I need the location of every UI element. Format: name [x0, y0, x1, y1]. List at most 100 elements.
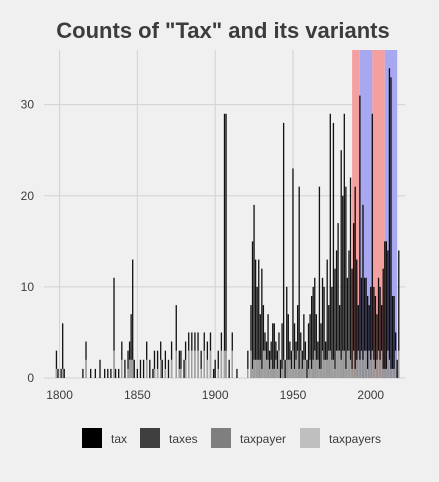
bar-segment-taxpayers — [379, 359, 381, 378]
legend-label-taxes: taxes — [169, 432, 198, 446]
bar-segment-taxpayers — [264, 350, 266, 378]
bar-segment-taxpayers — [301, 368, 303, 378]
bars-layer — [55, 68, 400, 379]
bar — [391, 296, 394, 378]
bar — [236, 368, 238, 378]
bar — [250, 305, 252, 378]
bar-segment-taxpayers — [254, 359, 257, 378]
bar — [312, 286, 314, 378]
bar-segment-taxpayers — [351, 368, 353, 378]
bar-segment-taxpayers — [55, 368, 58, 378]
bar — [310, 296, 313, 378]
bar — [161, 359, 163, 378]
bar — [303, 314, 305, 378]
bar-segment-taxpayers — [128, 359, 131, 378]
bar — [390, 77, 392, 378]
legend-label-taxpayers: taxpayers — [329, 432, 381, 446]
bar-segment-taxpayers — [292, 350, 294, 378]
bar-segment-taxpayers — [398, 350, 400, 378]
bar — [258, 259, 260, 378]
bar-segment-taxpayers — [370, 359, 372, 378]
bar-segment-taxpayers — [295, 359, 297, 378]
bar-segment-taxpayers — [225, 350, 227, 378]
bar — [214, 359, 216, 378]
bar-segment-taxpayers — [342, 350, 344, 378]
bar-segment-taxpayers — [256, 359, 258, 378]
bar-segment-taxpayers — [332, 359, 335, 378]
bar — [286, 286, 288, 378]
bar — [306, 359, 308, 378]
bar — [175, 305, 177, 378]
bar-segment-taxpayers — [258, 359, 260, 378]
bar — [380, 305, 383, 378]
bar — [164, 350, 167, 378]
legend: tax taxes taxpayer taxpayers — [82, 428, 381, 448]
bar-segment-taxpayers — [298, 368, 300, 378]
bar-segment-taxpayers — [345, 368, 347, 378]
bar — [253, 204, 255, 378]
bar-segment-taxpayers — [247, 368, 249, 378]
legend-key-taxpayers — [300, 428, 320, 448]
bar-segment-taxpayers — [390, 368, 392, 378]
bar-segment-taxpayers — [127, 368, 129, 378]
bar-segment-taxpayers — [331, 359, 333, 378]
bar — [354, 186, 356, 378]
bar — [314, 277, 316, 378]
bar-segment-taxpayers — [270, 359, 272, 378]
bar — [90, 368, 92, 378]
bar-segment-taxpayers — [321, 350, 324, 378]
x-tick-label: 1800 — [46, 388, 73, 402]
bar — [178, 350, 181, 378]
bar — [225, 113, 227, 379]
bar — [323, 286, 325, 378]
bar — [296, 305, 299, 378]
bar — [273, 323, 275, 378]
bar — [152, 368, 154, 378]
bar — [320, 323, 322, 378]
bar — [167, 359, 170, 378]
bar-segment-taxpayers — [62, 368, 64, 378]
bar-segment-taxpayers — [178, 368, 181, 378]
bar-segment-taxpayers — [357, 350, 359, 378]
bar-segment-taxpayers — [323, 359, 325, 378]
bar-segment-taxpayers — [156, 368, 159, 378]
bar-segment-taxpayers — [335, 350, 338, 378]
bar — [281, 323, 283, 378]
bar — [55, 350, 58, 378]
bar-segment-taxpayers — [281, 368, 283, 378]
bar-segment-taxpayers — [175, 350, 177, 378]
bar — [133, 359, 135, 378]
legend-label-taxpayer: taxpayer — [240, 432, 286, 446]
bar — [334, 268, 336, 378]
bar-segment-taxpayers — [324, 359, 327, 378]
bar-segment-taxpayers — [268, 368, 271, 378]
bar-segment-taxpayers — [250, 350, 252, 378]
bar — [149, 359, 151, 378]
bar-segment-taxpayers — [334, 368, 336, 378]
bar — [268, 350, 271, 378]
bar — [337, 223, 339, 378]
bar — [57, 368, 59, 378]
bar — [156, 350, 159, 378]
bar — [370, 286, 372, 378]
bar — [279, 359, 282, 378]
bar-segment-taxpayers — [352, 350, 355, 378]
bar-segment-taxpayers — [359, 359, 361, 378]
bar-segment-taxpayers — [231, 350, 233, 378]
bar-segment-taxpayers — [387, 350, 389, 378]
bar — [382, 268, 384, 378]
bar-segment-taxpayers — [393, 368, 395, 378]
bar — [329, 113, 331, 379]
x-tick-label: 1850 — [124, 388, 151, 402]
bar-segment-taxpayers — [338, 350, 341, 378]
bar — [223, 113, 226, 379]
bar-segment-taxpayers — [326, 359, 328, 378]
bar — [259, 314, 261, 378]
bar-segment-taxpayers — [310, 368, 313, 378]
bar-segment-taxpayers — [265, 359, 268, 378]
bar-segment-taxpayers — [121, 359, 123, 378]
bar — [276, 350, 279, 378]
bar — [374, 296, 377, 378]
bar-segment-taxpayers — [346, 350, 349, 378]
bar — [298, 186, 300, 378]
